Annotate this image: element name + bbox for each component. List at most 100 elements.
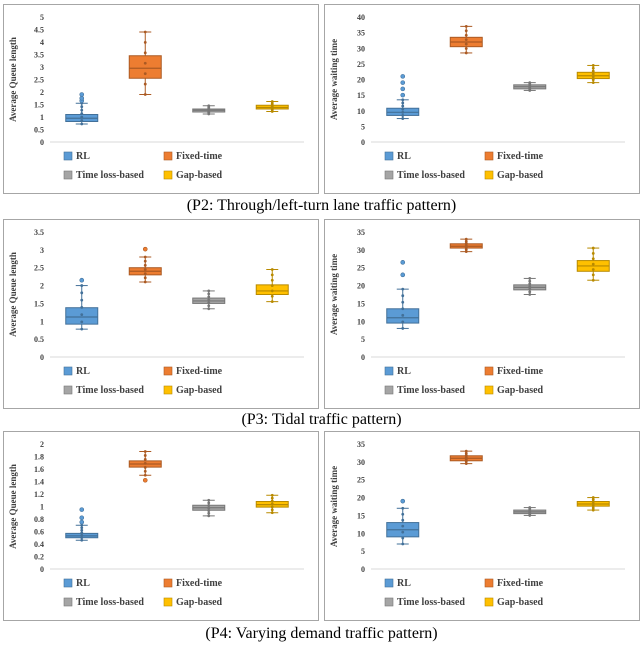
y-tick-label: 0.5 [34,126,44,135]
box-time-loss-based [192,498,226,518]
y-tick-label: 1.4 [34,478,44,487]
outlier-point [400,80,406,85]
outlier-point [79,519,85,525]
data-point [464,248,468,251]
legend-label: Fixed-time [497,151,544,162]
data-point [464,239,468,243]
data-point [80,313,84,317]
y-axis-label: Average Queue length [8,464,18,549]
legend-label: Gap-based [497,170,544,181]
y-tick-label: 5 [40,13,44,22]
data-point [591,496,595,499]
data-point [464,458,468,461]
y-tick-label: 35 [357,29,365,38]
legend-label: RL [76,366,90,377]
data-point [464,453,468,457]
legend-label: Fixed-time [176,151,223,162]
data-point [270,502,274,506]
box-gap-based [576,64,610,85]
data-point [401,98,405,102]
legend-swatch [484,597,494,607]
data-point [591,252,595,255]
outlier-point [142,246,148,252]
box-gap-based [255,100,289,113]
data-point [464,451,468,455]
box-time-loss-based [192,289,226,311]
data-point [143,72,147,76]
data-point [143,280,147,284]
chart-p2-wait: Average waiting time 0 5 10 15 20 25 30 35 40 RL Fi… [329,13,625,181]
data-point [591,508,595,512]
data-point [80,105,84,109]
data-point [143,454,147,457]
data-point [401,327,405,330]
caption-p2: (P2: Through/left-turn lane traffic patt… [186,197,457,214]
legend-swatch [63,385,73,395]
y-axis-label: Average waiting time [329,254,339,335]
y-tick-label: 4.5 [34,26,44,35]
y-tick-label: 4 [40,38,44,47]
chart-p4-queue: Average Queue length 0 0.2 0.4 0.6 0.8 1 1.2 1.4… [8,440,304,608]
outlier-point [79,95,85,101]
y-tick-label: 0 [40,565,44,574]
data-point [270,278,274,282]
data-point [464,33,468,37]
data-point [591,66,595,70]
data-point [464,449,468,453]
data-point [401,101,405,105]
data-point [464,462,468,466]
y-tick-label: 30 [357,458,365,467]
legend-swatch [163,597,173,607]
box-time-loss-based [513,81,547,92]
data-point [270,493,274,497]
y-tick-label: 1.8 [34,453,44,462]
data-point [207,504,211,507]
data-point [401,110,405,114]
data-point [401,506,405,510]
data-point [207,104,211,108]
data-point [207,301,211,305]
panel-p3-wait: Average waiting time 0 5 10 15 20 25 30 35 RL Fixe… [324,219,640,409]
data-point [270,505,274,509]
legend-label: Time loss-based [76,597,144,608]
data-point [401,320,405,324]
data-point [207,511,211,515]
data-point [401,104,405,108]
box-gap-based [255,493,289,515]
legend-label: Fixed-time [176,366,223,377]
legend-label: Gap-based [176,597,223,608]
y-tick-label: 1.5 [34,101,44,110]
y-tick-label: 1.6 [34,465,44,474]
box-gap-based [255,268,289,304]
legend-swatch [484,170,494,180]
outlier-point [79,507,85,512]
box-fixed-time [128,246,162,284]
data-point [464,455,468,459]
legend-swatch [63,151,73,161]
legend-swatch [484,151,494,161]
outlier-point [400,74,406,79]
box-iqr [128,55,162,79]
data-point [401,536,405,540]
legend-label: RL [397,578,411,589]
y-tick-label: 30 [357,44,365,53]
data-point [270,499,274,503]
panel-p2-queue: Average Queue length 0 0.5 1 1.5 2 2.5 3 3.5 4 4.5… [3,4,319,194]
data-point [270,300,274,304]
box-rl [65,92,99,126]
data-point [591,64,595,67]
data-point [143,465,147,469]
legend-swatch [63,366,73,376]
legend-swatch [163,151,173,161]
data-point [401,114,405,117]
data-point [270,100,274,103]
data-point [401,542,405,546]
y-tick-label: 35 [357,228,365,237]
data-point [464,29,468,33]
data-point [80,115,84,119]
outlier-point [79,515,85,521]
y-tick-label: 1 [40,503,44,512]
data-point [143,51,147,55]
y-tick-label: 2.5 [34,264,44,273]
y-tick-label: 0 [361,565,365,574]
